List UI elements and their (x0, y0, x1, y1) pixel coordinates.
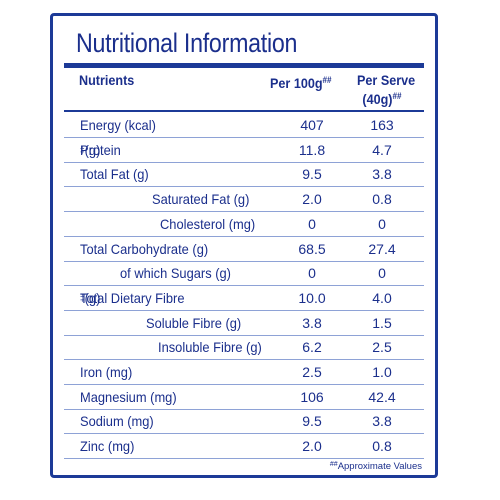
header-per-100g-label: Per 100g (270, 75, 323, 91)
nutrient-label: Total Dietary Fibre ‡ (g) (80, 286, 185, 313)
value-per-100g: 3.8 (302, 314, 322, 331)
nutrient-name: Saturated Fat (g) (152, 191, 250, 208)
value-per-serve: 3.8 (372, 413, 392, 430)
value-per-serve: 0 (378, 265, 386, 282)
value-per-serve: 0 (378, 215, 386, 232)
nutrient-name: Iron (mg) (80, 364, 133, 380)
value-per-100g: 2.5 (302, 364, 322, 380)
value-per-serve: 2.5 (372, 339, 392, 356)
value-per-100g: 2.0 (302, 438, 322, 455)
value-per-serve: 0.8 (372, 438, 392, 455)
nutrient-name: Total Dietary Fibre (80, 289, 185, 306)
nutrient-row: Magnesium (mg) 106 42.4 (64, 385, 424, 410)
header-per-100g-mark: ## (322, 75, 332, 85)
nutrient-row: Energy (kcal) 407 163 (64, 113, 424, 138)
nutrient-name: Insoluble Fibre (g) (158, 339, 262, 356)
value-per-100g: 0 (308, 265, 316, 282)
nutrient-row: Sodium (mg) 9.5 3.8 (64, 409, 424, 435)
nutrient-name: Zinc (mg) (80, 438, 135, 455)
nutrient-row: Soluble Fibre (g) 3.8 1.5 (64, 311, 424, 336)
nutrient-row: Total Fat (g) 9.5 3.8 (64, 162, 424, 188)
value-per-serve: 4.0 (372, 289, 392, 306)
header-per-serve-mark: ## (392, 91, 402, 101)
footnote-mark: ## (329, 461, 338, 468)
footnote: ##Approximate Values (330, 461, 422, 472)
value-per-100g: 9.5 (302, 166, 322, 183)
nutrient-name: Energy (kcal) (80, 117, 156, 133)
nutrient-mark: ‡ (80, 144, 85, 155)
value-per-100g: 407 (300, 117, 324, 133)
header-per-serve-line2-wrap: (40g)## (357, 88, 415, 107)
nutrient-row: Saturated Fat (g) 2.0 0.8 (64, 187, 424, 213)
nutrient-name: Protein (80, 141, 121, 158)
value-per-100g: 2.0 (302, 191, 322, 208)
header-divider (64, 110, 424, 112)
value-per-serve: 42.4 (368, 388, 396, 405)
nutrient-unit: (g) (84, 141, 101, 158)
value-per-serve: 1.5 (372, 314, 392, 331)
value-per-100g: 10.0 (298, 289, 326, 306)
header-nutrients: Nutrients (79, 72, 135, 88)
nutrient-row: Cholesterol (mg) 0 0 (64, 212, 424, 237)
nutrition-panel: Nutritional Information Nutrients Per 10… (50, 13, 438, 478)
nutrient-row: Zinc (mg) 2.0 0.8 (64, 434, 424, 460)
header-per-serve-line1: Per Serve (357, 72, 416, 88)
value-per-100g: 9.5 (302, 413, 322, 430)
nutrient-row: Insoluble Fibre (g) 6.2 2.5 (64, 335, 424, 361)
nutrient-name: Cholesterol (mg) (160, 215, 256, 232)
value-per-serve: 1.0 (372, 364, 392, 380)
nutrient-unit: (g) (84, 289, 101, 306)
nutrient-name: Total Fat (g) (80, 166, 149, 183)
value-per-100g: 106 (300, 388, 324, 405)
header-per-serve: Per Serve (40g)## (357, 72, 415, 107)
nutrient-row: Protein ‡ (g) 11.8 4.7 (64, 138, 424, 163)
nutrient-row: of which Sugars (g) 0 0 (64, 261, 424, 287)
value-per-serve: 0.8 (372, 191, 392, 208)
header-per-serve-line2: (40g) (362, 91, 393, 107)
value-per-serve: 4.7 (372, 141, 392, 158)
value-per-100g: 0 (308, 215, 316, 232)
title-divider (64, 63, 424, 68)
nutrient-row: Total Dietary Fibre ‡ (g) 10.0 4.0 (64, 286, 424, 311)
nutrient-name: Total Carbohydrate (g) (80, 240, 209, 257)
nutrient-label: Protein ‡ (g) (80, 138, 121, 165)
nutrient-name: Sodium (mg) (80, 413, 154, 430)
footnote-text: Approximate Values (337, 461, 422, 472)
nutrient-name: Magnesium (mg) (80, 388, 177, 405)
value-per-100g: 6.2 (302, 339, 322, 356)
panel-title: Nutritional Information (76, 28, 298, 58)
value-per-serve: 163 (370, 117, 394, 133)
value-per-serve: 3.8 (372, 166, 392, 183)
nutrient-mark: ‡ (80, 292, 85, 303)
nutrient-name: Soluble Fibre (g) (146, 314, 242, 331)
header-per-100g: Per 100g## (270, 72, 332, 91)
nutrient-name: of which Sugars (g) (120, 265, 231, 282)
value-per-serve: 27.4 (368, 240, 396, 257)
nutrient-row: Iron (mg) 2.5 1.0 (64, 360, 424, 385)
value-per-100g: 11.8 (298, 141, 326, 158)
nutrient-row: Total Carbohydrate (g) 68.5 27.4 (64, 237, 424, 262)
value-per-100g: 68.5 (298, 240, 326, 257)
